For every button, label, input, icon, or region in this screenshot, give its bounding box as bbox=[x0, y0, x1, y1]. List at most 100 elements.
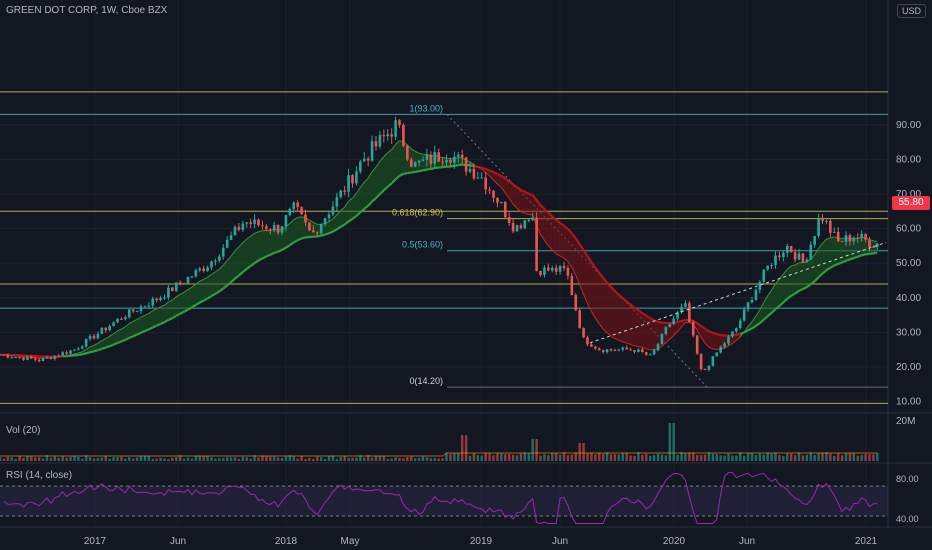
ema-fast-line bbox=[352, 192, 357, 199]
candle-body bbox=[774, 255, 777, 266]
volume-bar bbox=[695, 455, 699, 461]
ema-fast-line bbox=[234, 246, 240, 252]
ema-ribbon-segment bbox=[395, 140, 400, 180]
candle-body bbox=[511, 223, 515, 232]
volume-bar bbox=[316, 456, 319, 461]
ema-slow-line bbox=[861, 253, 866, 257]
ema-slow-line bbox=[677, 319, 682, 324]
volume-bar bbox=[276, 457, 280, 461]
volume-bar bbox=[53, 456, 57, 461]
ema-ribbon-segment bbox=[383, 152, 388, 191]
ema-fast-line bbox=[708, 346, 714, 350]
ema-slow-line bbox=[853, 255, 859, 260]
ema-slow-line bbox=[403, 171, 408, 175]
candle-body bbox=[876, 243, 879, 248]
ema-fast-line bbox=[489, 175, 494, 181]
ema-slow-line bbox=[351, 214, 358, 220]
candle-body bbox=[276, 224, 280, 233]
volume-bar bbox=[688, 452, 691, 461]
ema-ribbon-segment bbox=[332, 214, 337, 232]
ema-slow-line bbox=[324, 232, 330, 236]
volume-bar bbox=[472, 453, 476, 461]
ema-ribbon-segment bbox=[250, 233, 255, 266]
volume-bar bbox=[554, 453, 558, 461]
volume-bar bbox=[441, 458, 444, 461]
candle-body bbox=[116, 318, 119, 323]
ema-fast-line bbox=[406, 144, 412, 150]
ema-ribbon-segment bbox=[188, 287, 192, 310]
ema-slow-line bbox=[390, 178, 397, 185]
ema-ribbon-segment bbox=[211, 271, 216, 297]
ema-fast-line bbox=[136, 316, 142, 320]
ema-fast-line bbox=[418, 152, 424, 155]
volume-bar bbox=[410, 456, 413, 461]
ema-slow-line bbox=[845, 258, 851, 262]
candle-body bbox=[711, 356, 715, 366]
ema-fast-line bbox=[724, 345, 729, 349]
ema-fast-line bbox=[583, 294, 588, 304]
ema-ribbon-segment bbox=[603, 278, 608, 333]
candle-body bbox=[45, 357, 49, 359]
ema-slow-line bbox=[81, 352, 87, 356]
ema-slow-line bbox=[829, 264, 835, 269]
volume-bar bbox=[629, 455, 632, 461]
ema-fast-line bbox=[540, 234, 545, 241]
ema-ribbon-segment bbox=[242, 238, 247, 273]
volume-bar bbox=[825, 452, 828, 461]
candle-body bbox=[872, 246, 875, 248]
volume-bar bbox=[429, 458, 433, 461]
ema-ribbon-segment bbox=[235, 246, 239, 279]
candle-body bbox=[500, 201, 503, 203]
candle-body bbox=[127, 309, 131, 318]
ema-fast-line bbox=[555, 253, 561, 257]
ema-fast-line bbox=[763, 295, 769, 303]
candle-body bbox=[695, 335, 699, 354]
ema-slow-line bbox=[774, 304, 781, 311]
candle-body bbox=[433, 152, 437, 164]
volume-bar bbox=[218, 458, 221, 461]
ema-ribbon-segment bbox=[180, 292, 185, 314]
ema-fast-line bbox=[830, 236, 835, 239]
volume-bar bbox=[699, 455, 703, 461]
volume-bar bbox=[876, 452, 879, 461]
candle-body bbox=[292, 202, 296, 209]
ema-ribbon-segment bbox=[497, 174, 502, 188]
ema-fast-line bbox=[328, 218, 334, 223]
candle-body bbox=[366, 158, 370, 161]
candle-body bbox=[272, 224, 276, 231]
y-tick-label: 40.00 bbox=[896, 293, 921, 304]
y-tick-label: 70.00 bbox=[896, 189, 921, 200]
ema-ribbon-segment bbox=[599, 272, 604, 330]
volume-bar bbox=[648, 455, 652, 461]
volume-bar bbox=[844, 453, 848, 461]
candle-body bbox=[245, 222, 249, 224]
ema-slow-line bbox=[156, 322, 162, 327]
candle-body bbox=[531, 217, 534, 221]
x-tick-label: 2017 bbox=[84, 536, 107, 547]
candle-body bbox=[182, 283, 186, 285]
ema-slow-line bbox=[520, 188, 526, 193]
ema-fast-line bbox=[183, 289, 189, 293]
candle-body bbox=[503, 201, 507, 218]
ema-ribbon-segment bbox=[344, 201, 349, 225]
ema-ribbon-segment bbox=[818, 243, 823, 278]
volume-bar bbox=[782, 455, 785, 461]
ema-slow-line bbox=[422, 168, 428, 172]
ema-fast-line bbox=[367, 171, 373, 179]
candle-body bbox=[174, 282, 178, 291]
ema-slow-line bbox=[363, 204, 369, 210]
candle-body bbox=[574, 295, 578, 311]
ema-ribbon-segment bbox=[826, 238, 831, 271]
ema-fast-line bbox=[109, 333, 114, 337]
ema-slow-line bbox=[649, 317, 655, 322]
currency-button[interactable]: USD bbox=[896, 4, 926, 18]
ema-fast-line bbox=[332, 214, 338, 220]
ema-slow-line bbox=[493, 171, 498, 176]
volume-bar bbox=[500, 453, 503, 461]
ema-fast-line bbox=[704, 342, 710, 348]
ema-slow-line bbox=[692, 320, 698, 325]
ema-ribbon-segment bbox=[795, 262, 800, 294]
y-tick-label: 30.00 bbox=[896, 327, 921, 338]
ema-ribbon-segment bbox=[552, 216, 557, 254]
